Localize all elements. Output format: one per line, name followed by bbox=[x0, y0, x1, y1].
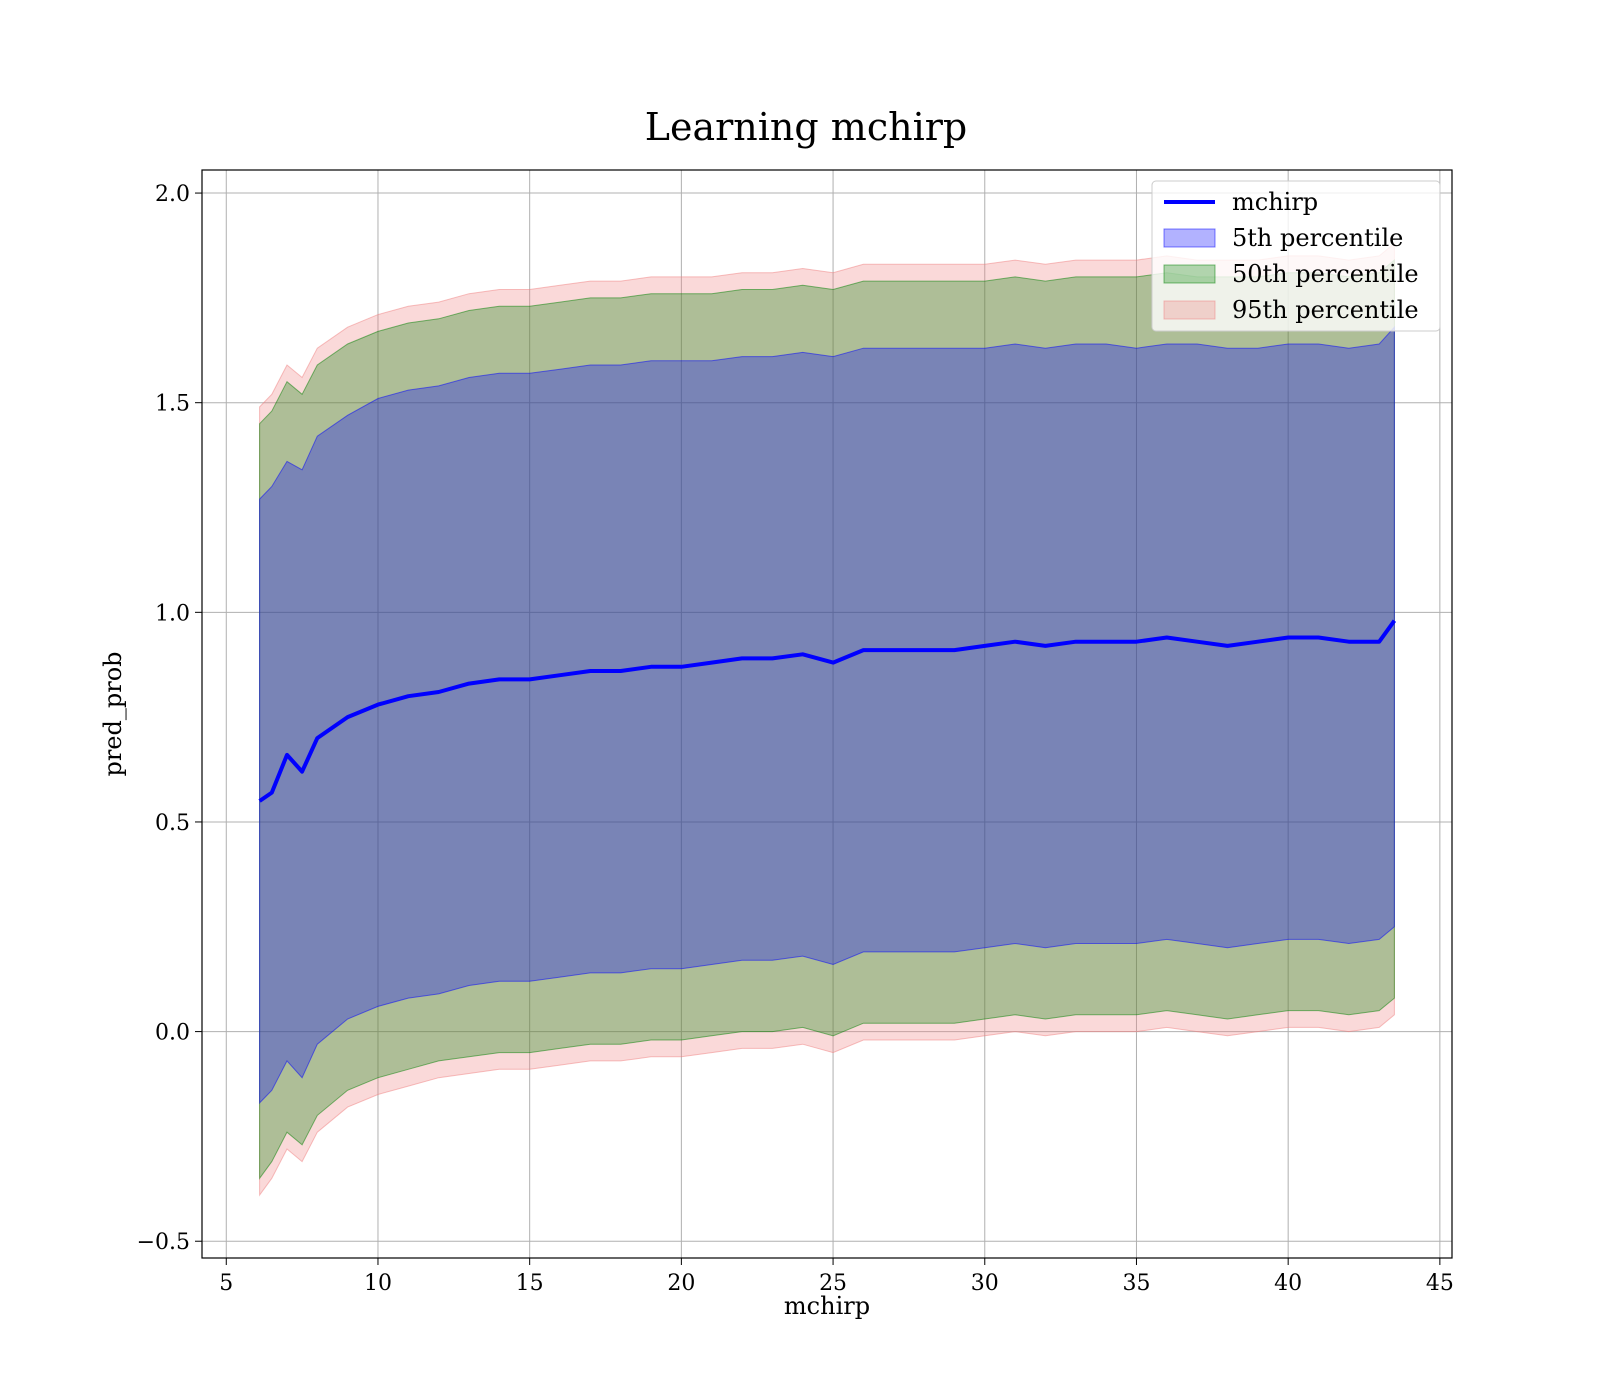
legend-swatch-50th-percentile bbox=[1163, 264, 1216, 284]
y-tick-label: 0.0 bbox=[155, 1021, 190, 1046]
legend-label: 50th percentile bbox=[1232, 260, 1419, 288]
band-50th-percentile bbox=[259, 259, 1395, 1180]
band-5th-percentile bbox=[259, 325, 1395, 1105]
legend-swatch-5th-percentile bbox=[1163, 228, 1216, 248]
plot-frame bbox=[201, 169, 1453, 1259]
x-tick-label: 20 bbox=[667, 1271, 695, 1296]
y-tick-label: 1.5 bbox=[155, 392, 190, 417]
x-tick-label: 40 bbox=[1274, 1271, 1302, 1296]
x-tick-label: 45 bbox=[1426, 1271, 1454, 1296]
chart-title: Learning mchirp bbox=[645, 105, 967, 149]
y-axis-label: pred_prob bbox=[99, 651, 127, 776]
x-tick-label: 5 bbox=[219, 1271, 233, 1296]
legend-swatch-95th-percentile bbox=[1163, 300, 1216, 320]
x-tick-label: 25 bbox=[819, 1271, 847, 1296]
y-tick-label: −0.5 bbox=[137, 1230, 190, 1255]
grid bbox=[202, 170, 1452, 1258]
series-lines bbox=[258, 619, 1397, 803]
legend-box bbox=[1151, 180, 1441, 332]
y-tick-label: 1.0 bbox=[155, 601, 190, 626]
x-tick-label: 35 bbox=[1122, 1271, 1150, 1296]
x-tick-label: 15 bbox=[516, 1271, 544, 1296]
x-axis-ticks: 5 10 15 20 25 30 35 40 45 bbox=[219, 1258, 1454, 1296]
legend-label: 5th percentile bbox=[1232, 224, 1403, 252]
legend-label: 95th percentile bbox=[1232, 296, 1419, 324]
legend: mchirp 5th percentile 50th percentile 95th … bbox=[1151, 180, 1441, 332]
y-tick-label: 0.5 bbox=[155, 811, 190, 836]
percentile-bands bbox=[259, 242, 1395, 1197]
y-axis-ticks: −0.5 0.0 0.5 1.0 1.5 2.0 bbox=[137, 182, 202, 1255]
x-tick-label: 30 bbox=[971, 1271, 999, 1296]
y-tick-label: 2.0 bbox=[155, 182, 190, 207]
x-axis-label: mchirp bbox=[784, 1292, 870, 1320]
line-mchirp bbox=[258, 619, 1397, 803]
legend-label: mchirp bbox=[1232, 188, 1318, 216]
band-95th-percentile bbox=[259, 242, 1395, 1197]
x-tick-label: 10 bbox=[364, 1271, 392, 1296]
